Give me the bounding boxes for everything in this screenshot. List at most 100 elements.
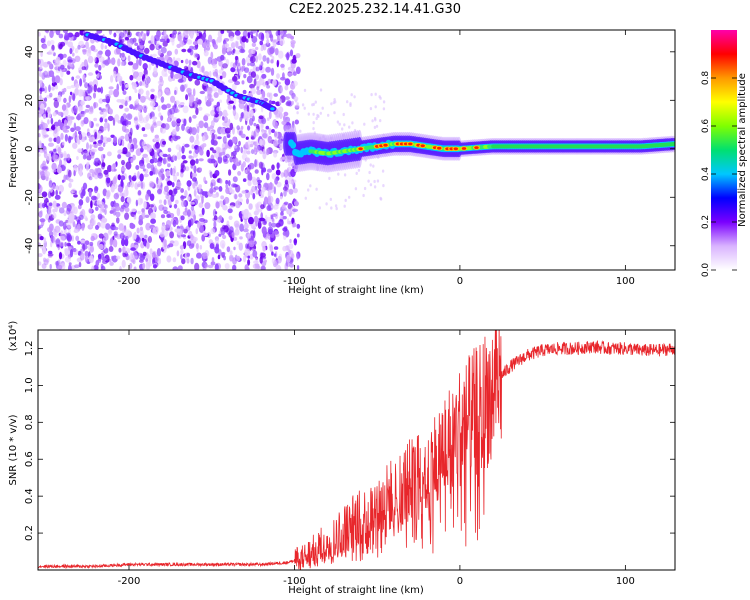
noise-blob (266, 117, 270, 121)
spectrogram-frame (37, 29, 676, 271)
noise-blob (206, 86, 213, 95)
noise-blob (212, 149, 217, 154)
noise-blob (174, 48, 179, 55)
noise-blob (147, 236, 152, 243)
noise-blob (218, 99, 223, 103)
noise-blob (104, 204, 108, 209)
noise-blob (211, 194, 218, 198)
noise-blob (124, 107, 129, 113)
noise-blob (77, 240, 81, 245)
noise-blob (258, 115, 264, 120)
noise-blob (186, 252, 190, 257)
noise-blob (118, 223, 124, 231)
noise-blob (66, 70, 71, 75)
noise-blob (189, 94, 195, 103)
noise-blob (120, 175, 126, 181)
noise-blob (166, 255, 172, 263)
noise-blob (282, 186, 288, 191)
noise-blob (89, 144, 92, 150)
noise-blob (143, 47, 150, 55)
noise-blob (68, 262, 72, 266)
noise-blob (284, 78, 291, 86)
noise-blob (149, 182, 156, 188)
noise-blob (158, 199, 163, 204)
noise-blob (105, 94, 111, 100)
noise-blob (198, 225, 205, 233)
noise-blob (103, 154, 106, 159)
noise-blob (121, 83, 125, 92)
noise-blob (229, 36, 234, 42)
noise-blob (212, 208, 217, 217)
noise-blob (239, 236, 243, 240)
noise-blob (90, 45, 96, 51)
colorbar-tick-label: 0.6 (701, 119, 711, 134)
noise-blob (138, 71, 144, 78)
noise-blob (228, 215, 233, 220)
noise-blob (343, 204, 346, 208)
noise-blob (78, 106, 82, 112)
noise-blob (125, 83, 129, 88)
x-tick-label: -200 (118, 576, 141, 587)
noise-blob (180, 215, 185, 221)
noise-blob (292, 71, 297, 76)
noise-blob (191, 172, 198, 178)
noise-blob (261, 226, 267, 235)
noise-blob (228, 100, 234, 104)
noise-blob (149, 158, 155, 164)
noise-blob (272, 79, 277, 86)
noise-blob (178, 146, 182, 153)
noise-blob (129, 74, 134, 81)
noise-blob (214, 170, 220, 177)
noise-blob (280, 211, 284, 217)
noise-blob (182, 210, 189, 216)
noise-blob (211, 257, 215, 263)
noise-blob (48, 70, 55, 78)
noise-blob (42, 61, 49, 68)
noise-blob (158, 45, 162, 49)
noise-blob (250, 149, 255, 155)
noise-blob (94, 168, 99, 176)
noise-blob (270, 215, 274, 220)
noise-blob (90, 195, 97, 201)
noise-blob (66, 203, 72, 212)
noise-blob (187, 219, 192, 228)
noise-blob (180, 188, 185, 193)
noise-blob (189, 45, 194, 50)
noise-blob (121, 259, 126, 268)
noise-blob (166, 50, 172, 57)
noise-blob (234, 157, 239, 166)
noise-blob (69, 64, 74, 68)
noise-blob (213, 44, 218, 50)
y-tick-label: 0 (24, 146, 35, 152)
noise-blob (42, 114, 47, 119)
noise-blob (234, 40, 240, 48)
noise-blob (129, 223, 136, 229)
noise-blob (62, 141, 65, 146)
noise-blob (271, 257, 276, 265)
noise-blob (262, 245, 267, 252)
noise-blob (122, 228, 126, 234)
noise-blob (150, 164, 155, 172)
noise-blob (54, 194, 61, 200)
noise-blob (285, 262, 291, 267)
noise-blob (123, 201, 130, 208)
noise-blob (63, 159, 67, 167)
noise-blob (185, 58, 189, 65)
noise-blob (193, 189, 197, 197)
noise-blob (220, 127, 226, 135)
noise-blob (250, 87, 256, 95)
noise-blob (157, 188, 162, 195)
noise-blob (267, 226, 274, 234)
noise-blob (68, 95, 72, 104)
noise-blob (319, 88, 323, 92)
noise-blob (121, 80, 125, 85)
noise-blob (373, 179, 376, 184)
noise-blob (282, 216, 287, 220)
noise-blob (163, 199, 167, 206)
noise-blob (90, 235, 95, 242)
noise-blob (150, 218, 157, 224)
noise-blob (77, 44, 81, 50)
noise-blob (173, 174, 178, 182)
noise-blob (203, 115, 209, 122)
noise-blob (171, 121, 177, 125)
